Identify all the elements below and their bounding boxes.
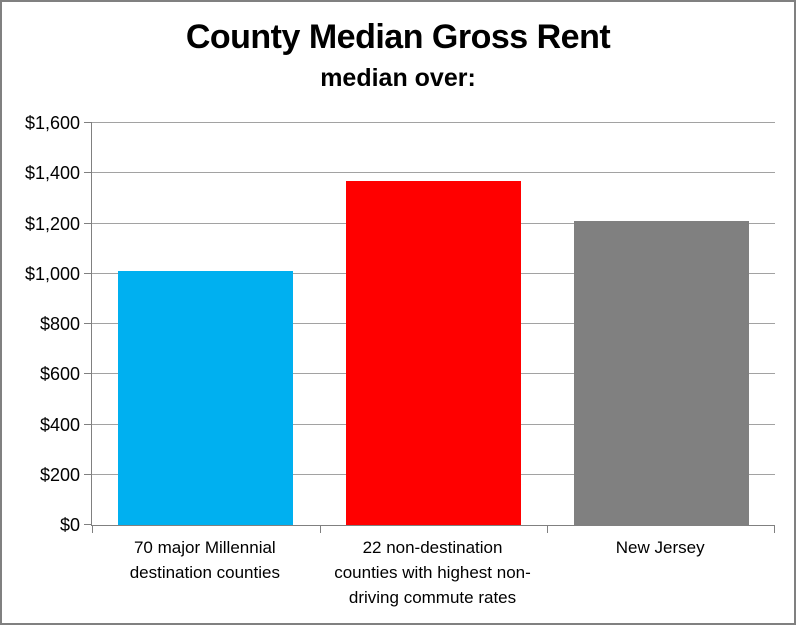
category-label-line: destination counties: [129, 563, 280, 582]
category-label-line: counties with highest non-: [334, 563, 531, 582]
bar-slot: [92, 123, 320, 525]
category-label-line: 22 non-destination: [362, 538, 503, 557]
y-axis-tick-label: $200: [39, 464, 80, 485]
y-axis-tick: [84, 373, 92, 375]
category-label-line: 70 major Millennial: [133, 538, 276, 557]
category-label-line: New Jersey: [615, 538, 705, 557]
category-label-non-destination: 22 non-destination counties with highest …: [319, 535, 547, 610]
bar-slot: [320, 123, 548, 525]
plot-area: [84, 122, 775, 533]
bar-new-jersey: [573, 221, 749, 525]
gridline: [92, 122, 775, 123]
bar-slot: [547, 123, 775, 525]
y-axis-tick: [84, 524, 92, 525]
y-axis-tick-label: $400: [39, 414, 80, 435]
category-label-line: driving commute rates: [348, 588, 517, 607]
y-axis-tick-label: $600: [39, 364, 80, 385]
chart-subtitle: median over:: [320, 64, 476, 92]
y-axis-tick: [84, 172, 92, 174]
y-axis-tick-label: $1,600: [24, 113, 80, 133]
y-axis-tick: [84, 272, 92, 274]
gridline: [92, 172, 775, 174]
category-label-new-jersey: New Jersey: [546, 535, 774, 610]
y-axis-tick: [84, 122, 92, 123]
y-axis-tick: [84, 222, 92, 224]
bar-series: [92, 123, 775, 525]
y-axis-tick: [84, 423, 92, 425]
y-axis-tick-label: $800: [39, 314, 80, 334]
chart-title: County Median Gross Rent: [185, 18, 611, 56]
y-axis-tick: [84, 323, 92, 324]
bar-millennial-destination-counties: [118, 271, 294, 525]
x-axis-labels: 70 major Millennial destination counties …: [91, 535, 774, 610]
y-axis-tick-label: $1,200: [24, 213, 80, 234]
y-axis-tick-label: $1,000: [24, 263, 80, 284]
category-label-millennial-destination: 70 major Millennial destination counties: [91, 535, 319, 610]
x-axis-tick: [92, 526, 93, 533]
x-axis-tick: [547, 526, 548, 533]
x-axis-tick: [774, 526, 775, 533]
y-axis-labels: $0 $200 $400 $600 $800 $1,000 $1,200 $1,400 $1,6…: [2, 113, 80, 535]
y-axis-tick: [84, 473, 92, 475]
x-axis-tick: [320, 526, 321, 533]
y-axis-tick-label: $1,400: [24, 163, 80, 184]
bar-non-destination-counties: [346, 180, 521, 525]
y-axis-tick-label: $0: [59, 515, 80, 535]
